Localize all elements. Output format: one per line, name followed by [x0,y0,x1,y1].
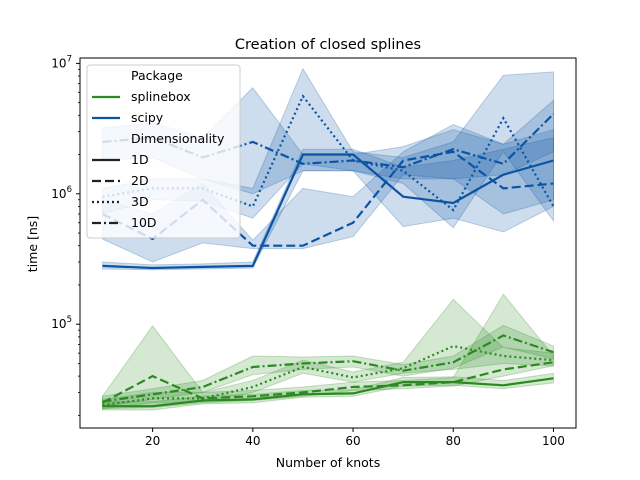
legend-1d-label: 1D [131,152,149,167]
y-tick-label: 105 [51,315,72,331]
band-scipy-1d [102,136,554,271]
legend-scipy-label: scipy [131,110,164,125]
band-splinebox-3d [102,298,554,410]
chart-title: Creation of closed splines [235,37,421,53]
x-tick-label: 100 [542,434,565,448]
y-tick-label: 107 [51,54,72,70]
y-axis-ticks: 105 106 107 [51,54,80,416]
y-axis-label: time [ns] [25,216,40,272]
legend-splinebox-label: splinebox [131,89,191,104]
x-tick-label: 20 [145,434,160,448]
x-axis-label: Number of knots [276,455,380,470]
legend-3d-label: 3D [131,194,149,209]
legend-box [86,64,241,239]
x-tick-label: 60 [345,434,360,448]
line-splinebox-1d [102,377,554,408]
line-splinebox-10d [102,334,554,403]
x-tick-label: 80 [446,434,461,448]
line-splinebox-3d [102,344,554,407]
legend-10d-label: 10D [131,215,157,230]
legend-2d-label: 2D [131,173,149,188]
line-scipy-10d [102,113,555,169]
plot-frame [79,57,577,429]
x-tick-label: 40 [245,434,260,448]
line-scipy-1d [102,153,554,270]
band-splinebox-10d [102,324,554,407]
line-scipy-2d [102,150,554,247]
y-tick-label: 106 [51,185,72,201]
line-splinebox-2d [101,361,554,404]
band-splinebox-2d [102,293,554,410]
x-axis-ticks: 20 40 60 80 100 [145,428,565,448]
legend: Package splinebox scipy Dimensionality 1D 2D 3… [86,64,241,239]
legend-dim-title: Dimensionality [131,131,225,146]
legend-package-title: Package [131,68,183,83]
